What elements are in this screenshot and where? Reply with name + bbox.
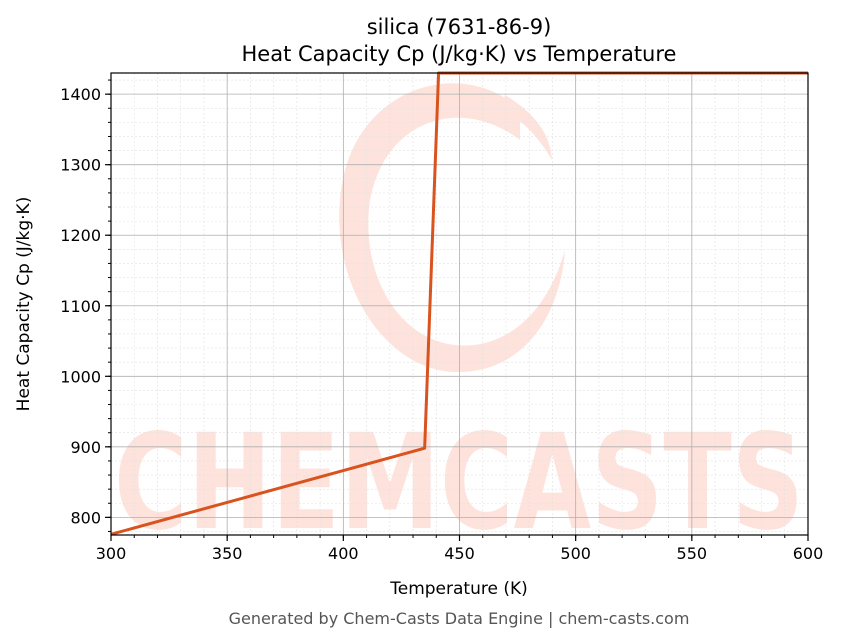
x-tick-label: 500: [560, 544, 591, 563]
x-tick-label: 400: [328, 544, 359, 563]
y-tick-label: 1100: [60, 297, 101, 316]
y-tick-label: 800: [70, 508, 101, 527]
chart-title: silica (7631-86-9): [367, 15, 552, 39]
x-axis: 300 350 400 450 500 550 600: [96, 535, 824, 563]
x-tick-label: 350: [212, 544, 243, 563]
x-tick-label: 300: [96, 544, 127, 563]
x-axis-label: Temperature (K): [389, 579, 528, 599]
y-axis-label: Heat Capacity Cp (J/kg·K): [14, 197, 34, 412]
y-tick-label: 1400: [60, 85, 101, 104]
footer-credit: Generated by Chem-Casts Data Engine | ch…: [229, 609, 690, 628]
y-tick-label: 900: [70, 438, 101, 457]
y-tick-label: 1200: [60, 226, 101, 245]
y-axis: 800 900 1000 1100 1200 1300 1400: [60, 79, 111, 532]
y-tick-label: 1000: [60, 367, 101, 386]
watermark: CHEMCASTS: [114, 83, 804, 560]
major-grid: [110, 73, 809, 535]
x-tick-label: 550: [677, 544, 708, 563]
watermark-text: CHEMCASTS: [114, 406, 804, 560]
chart-subtitle: Heat Capacity Cp (J/kg·K) vs Temperature: [242, 42, 677, 66]
watermark-logo-icon: [339, 83, 565, 373]
x-tick-label: 600: [793, 544, 824, 563]
x-tick-label: 450: [444, 544, 475, 563]
y-tick-label: 1300: [60, 156, 101, 175]
